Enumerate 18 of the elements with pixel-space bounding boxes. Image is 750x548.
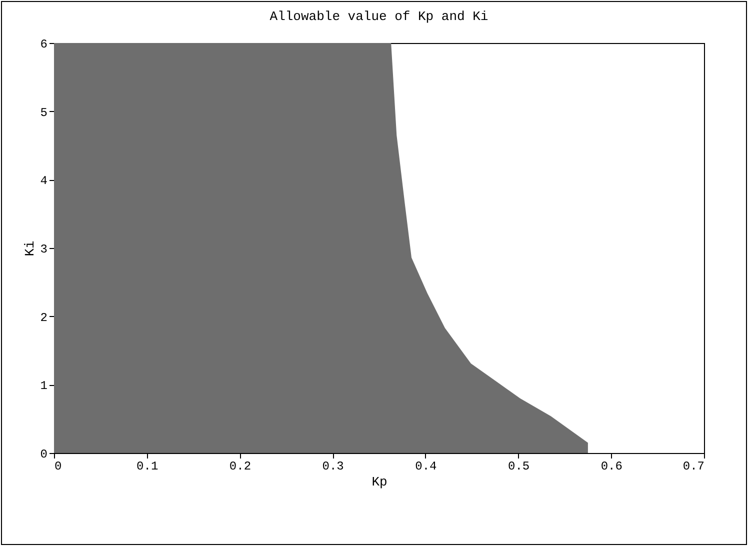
- y-tick-label: 5: [40, 106, 48, 120]
- y-tick-label: 2: [40, 310, 48, 325]
- x-tick-label: 0: [54, 460, 62, 474]
- x-tick-label: 0.3: [322, 460, 344, 474]
- x-axis-title: Kp: [372, 474, 388, 490]
- x-tick-label: 0.6: [600, 460, 622, 474]
- x-tick-label: 0.2: [229, 460, 252, 474]
- chart-title: Allowable value of Kp and Ki: [270, 9, 488, 24]
- x-tick-label: 0.7: [682, 460, 704, 474]
- y-axis-title: Ki: [22, 240, 38, 256]
- y-tick-label: 3: [40, 242, 48, 256]
- y-tick-label: 6: [40, 38, 48, 52]
- x-tick-label: 0.4: [415, 460, 437, 474]
- y-tick-label: 4: [40, 174, 48, 188]
- y-tick-label: 1: [40, 379, 48, 394]
- y-tick-label: 0: [40, 448, 48, 462]
- x-tick-label: 0.5: [508, 460, 530, 474]
- x-tick-label: 0.1: [136, 460, 158, 474]
